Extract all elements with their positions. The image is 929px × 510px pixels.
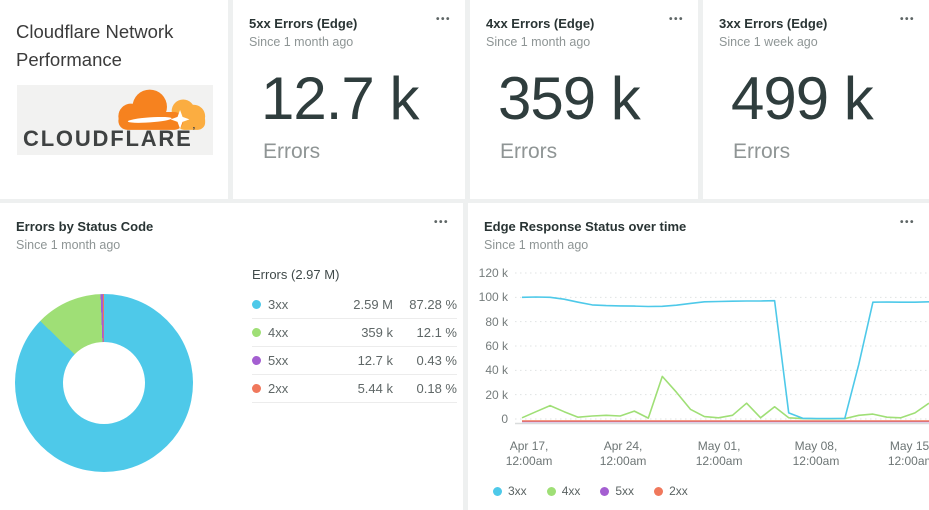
series-label: 5xx bbox=[615, 484, 635, 498]
kpi-value: 499 k bbox=[731, 65, 874, 132]
card-time-range: Since 1 month ago bbox=[16, 238, 121, 252]
series-color-dot bbox=[546, 486, 556, 496]
dashboard-title: Cloudflare Network Performance bbox=[16, 21, 174, 70]
kpi-value: 359 k bbox=[498, 65, 641, 132]
legend-item-5xx[interactable]: 5xx bbox=[600, 484, 634, 498]
kpi-unit-label: Errors bbox=[500, 140, 558, 163]
x-axis-tick: Apr 17, 12:00am bbox=[505, 439, 553, 468]
card-time-range: Since 1 month ago bbox=[486, 35, 591, 49]
series-value: 5.44 k bbox=[357, 381, 393, 396]
y-axis-tick: 60 k bbox=[485, 339, 508, 353]
kpi-value: 12.7 k bbox=[261, 65, 419, 132]
card-time-range: Since 1 week ago bbox=[719, 35, 818, 49]
series-color-dot bbox=[252, 300, 261, 309]
kpi-card-4xx-errors: 4xx Errors (Edge) Since 1 month ago ••• … bbox=[470, 0, 698, 199]
kpi-card-5xx-errors: 5xx Errors (Edge) Since 1 month ago ••• … bbox=[233, 0, 465, 199]
time-series-plot-area[interactable] bbox=[515, 265, 929, 435]
overflow-menu-icon[interactable]: ••• bbox=[668, 14, 684, 25]
legend-row-3xx[interactable]: 3xx 2.59 M 87.28 % bbox=[252, 291, 457, 319]
x-axis-tick: May 01, 12:00am bbox=[695, 439, 743, 468]
legend-row-5xx[interactable]: 5xx 12.7 k 0.43 % bbox=[252, 347, 457, 375]
series-color-dot bbox=[600, 486, 610, 496]
overflow-menu-icon[interactable]: ••• bbox=[899, 217, 915, 228]
legend-row-4xx[interactable]: 4xx 359 k 12.1 % bbox=[252, 319, 457, 347]
overflow-menu-icon[interactable]: ••• bbox=[899, 14, 915, 25]
kpi-card-3xx-errors: 3xx Errors (Edge) Since 1 week ago ••• 4… bbox=[703, 0, 929, 199]
y-axis-tick: 80 k bbox=[485, 314, 508, 329]
x-axis-tick: May 15,12:00am bbox=[887, 439, 929, 468]
series-label: 5xx bbox=[268, 353, 289, 368]
cloudflare-logo: CLOUDFLARE’ bbox=[17, 85, 213, 155]
series-label: 4xx bbox=[268, 325, 289, 340]
series-percent: 87.28 % bbox=[409, 297, 457, 312]
dashboard-title-card: Cloudflare Network Performance CLOUDFLAR… bbox=[0, 0, 228, 199]
series-value: 359 k bbox=[361, 325, 393, 340]
card-title: 3xx Errors (Edge) bbox=[719, 16, 828, 31]
donut-hole bbox=[63, 342, 145, 424]
cloud-icon bbox=[118, 89, 206, 130]
series-color-dot bbox=[493, 486, 502, 496]
y-axis-tick: 0 bbox=[501, 412, 508, 426]
cloudflare-wordmark: CLOUDFLARE’ bbox=[23, 126, 198, 151]
donut-legend-table: Errors (2.97 M) 3xx 2.59 M 87.28 % 4xx 3… bbox=[252, 267, 457, 403]
y-axis-tick: 40 k bbox=[485, 363, 508, 378]
y-axis-tick: 120 k bbox=[478, 266, 508, 280]
series-label: 4xx bbox=[561, 484, 581, 498]
line-chart-svg bbox=[515, 272, 929, 425]
series-color-dot bbox=[654, 486, 664, 496]
card-title: 4xx Errors (Edge) bbox=[486, 16, 595, 31]
overflow-menu-icon[interactable]: ••• bbox=[435, 14, 451, 25]
x-axis-tick: May 08, 12:00am bbox=[792, 439, 840, 468]
kpi-unit-label: Errors bbox=[733, 140, 791, 163]
y-axis-tick: 20 k bbox=[485, 387, 508, 402]
series-value: 2.59 M bbox=[353, 297, 393, 312]
series-label: 2xx bbox=[268, 381, 289, 396]
edge-response-status-card: Edge Response Status over time Since 1 m… bbox=[468, 203, 929, 510]
card-time-range: Since 1 month ago bbox=[484, 238, 589, 252]
card-title: 5xx Errors (Edge) bbox=[249, 16, 358, 31]
series-line-3xx bbox=[521, 296, 929, 420]
status-code-donut-chart[interactable] bbox=[15, 294, 193, 472]
series-label: 3xx bbox=[268, 297, 289, 312]
series-color-dot bbox=[252, 384, 261, 393]
y-axis-tick: 100 k bbox=[478, 290, 508, 305]
legend-item-3xx[interactable]: 3xx bbox=[493, 484, 527, 498]
series-line-4xx bbox=[521, 375, 929, 420]
series-percent: 12.1 % bbox=[416, 325, 457, 340]
series-label: 3xx bbox=[508, 484, 527, 498]
series-color-dot bbox=[252, 328, 261, 337]
legend-item-4xx[interactable]: 4xx bbox=[546, 484, 581, 498]
series-percent: 0.43 % bbox=[416, 353, 457, 368]
series-label: 2xx bbox=[669, 484, 688, 498]
series-value: 12.7 k bbox=[357, 353, 393, 368]
card-title: Edge Response Status over time bbox=[484, 219, 687, 234]
kpi-unit-label: Errors bbox=[263, 140, 321, 163]
x-axis-tick: Apr 24, 12:00am bbox=[599, 439, 647, 468]
errors-by-status-code-card: Errors by Status Code Since 1 month ago … bbox=[0, 203, 463, 510]
overflow-menu-icon[interactable]: ••• bbox=[433, 217, 449, 228]
legend-item-2xx[interactable]: 2xx bbox=[654, 484, 688, 498]
legend-total: Errors (2.97 M) bbox=[252, 267, 340, 282]
logo-trademark: ’ bbox=[192, 126, 198, 137]
legend-row-2xx[interactable]: 2xx 5.44 k 0.18 % bbox=[252, 375, 457, 403]
series-color-dot bbox=[252, 356, 261, 365]
series-percent: 0.18 % bbox=[416, 381, 457, 396]
time-series-legend: 3xx 4xx 5xx 2xx bbox=[493, 484, 688, 498]
card-title: Errors by Status Code bbox=[16, 219, 154, 234]
card-time-range: Since 1 month ago bbox=[249, 35, 354, 49]
